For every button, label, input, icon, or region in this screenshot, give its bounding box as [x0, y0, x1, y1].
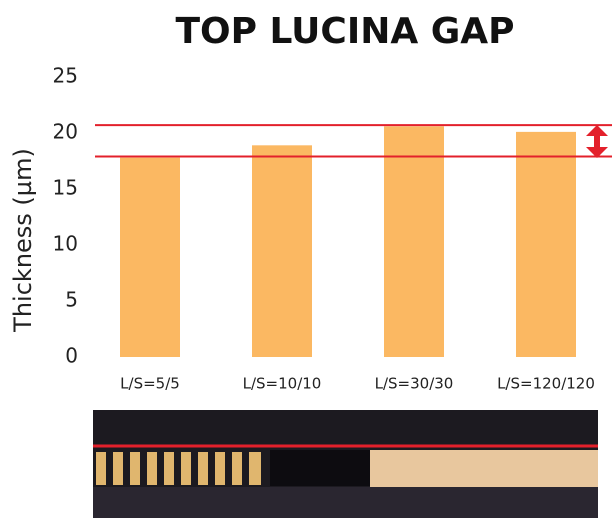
- x-tick-label: L/S=120/120: [497, 375, 595, 393]
- x-tick-label: L/S=10/10: [243, 375, 322, 393]
- fine-lines: [96, 452, 261, 485]
- bar: [384, 126, 444, 357]
- x-tick-label: L/S=30/30: [375, 375, 454, 393]
- wide-line: [370, 450, 598, 487]
- chart-title: TOP LUCINA GAP: [175, 11, 514, 52]
- y-tick-label: 25: [53, 64, 78, 88]
- range-arrow: [586, 125, 608, 158]
- micrograph: [93, 410, 598, 518]
- bar: [120, 157, 180, 357]
- substrate: [93, 487, 598, 518]
- x-tick-label: L/S=5/5: [120, 375, 180, 393]
- bar: [252, 145, 312, 357]
- y-tick-label: 5: [65, 288, 78, 312]
- bar: [516, 131, 576, 357]
- y-tick-label: 10: [53, 232, 78, 256]
- y-tick-label: 15: [53, 176, 78, 200]
- y-tick-label: 0: [65, 344, 78, 368]
- gap-region: [270, 450, 370, 486]
- y-axis-label: Thickness (µm): [9, 148, 37, 333]
- y-tick-label: 20: [53, 120, 78, 144]
